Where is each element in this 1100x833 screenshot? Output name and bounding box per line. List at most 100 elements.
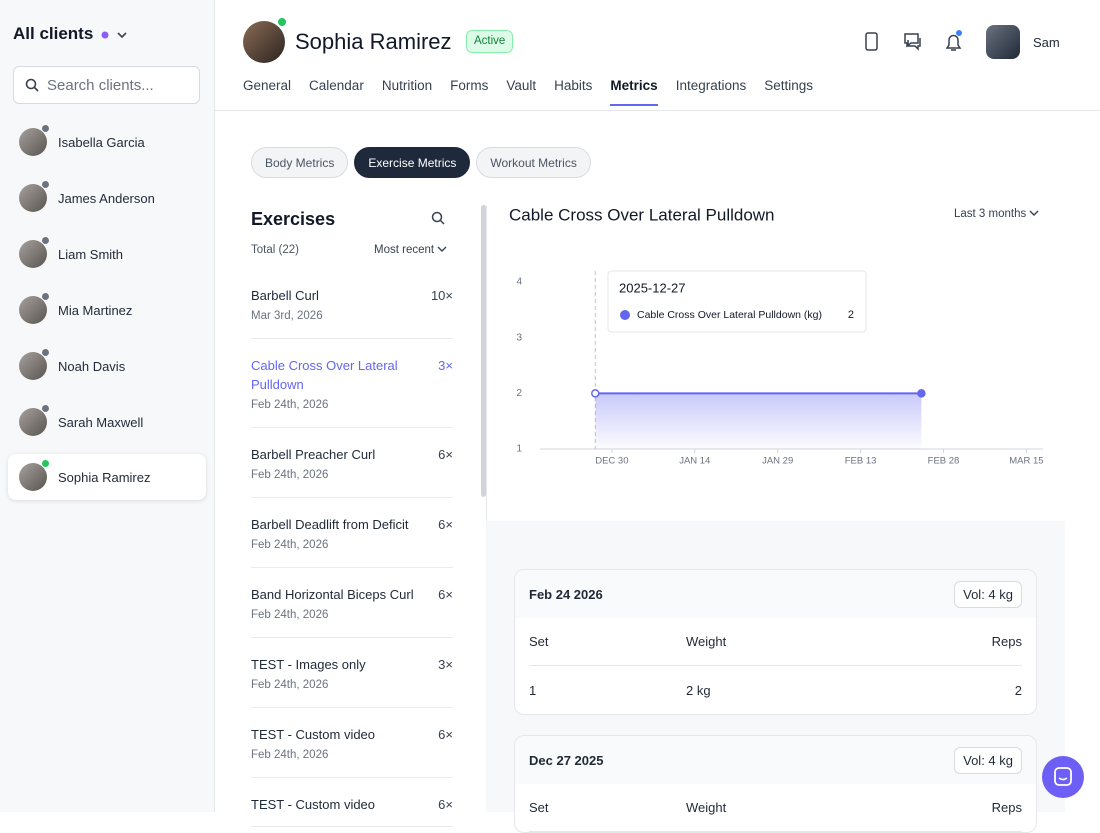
- session-date: Dec 27 2025: [529, 752, 604, 768]
- table-row: 1 2 kg 2: [529, 666, 1022, 714]
- exercise-info: TEST - Custom video Feb 24th, 2026: [251, 725, 416, 765]
- chat-launcher[interactable]: [1042, 756, 1084, 798]
- chart: Cable Cross Over Lateral Pulldown 1 2 3 4 DE…: [509, 205, 1044, 467]
- tab[interactable]: Settings: [764, 78, 814, 93]
- exercise-count: 6×: [438, 447, 453, 462]
- exercise-item[interactable]: TEST - Custom video 6×: [251, 778, 453, 827]
- tooltip-value: 2: [848, 309, 854, 321]
- table-cell: 2: [1014, 682, 1022, 698]
- client-name: Mia Martinez: [58, 303, 133, 318]
- exercise-item[interactable]: Barbell Curl Mar 3rd, 2026 10×: [251, 269, 453, 339]
- bell-icon[interactable]: [945, 34, 962, 51]
- status-dot: [41, 348, 50, 357]
- tab[interactable]: Metrics: [610, 78, 658, 106]
- exercise-info: Barbell Preacher Curl Feb 24th, 2026: [251, 445, 416, 485]
- tab[interactable]: Vault: [506, 78, 537, 93]
- exercise-date: Mar 3rd, 2026: [251, 310, 323, 322]
- column-header: Weight: [686, 800, 727, 815]
- exercise-date: Feb 24th, 2026: [251, 539, 329, 551]
- exercise-date: Feb 24th, 2026: [251, 679, 329, 691]
- exercise-count: 3×: [438, 657, 453, 672]
- exercise-item[interactable]: Band Horizontal Biceps Curl Feb 24th, 202…: [251, 568, 453, 638]
- exercise-item[interactable]: Barbell Preacher Curl Feb 24th, 2026 6×: [251, 428, 453, 498]
- tab[interactable]: General: [243, 78, 292, 93]
- exercise-date: Feb 24th, 2026: [251, 469, 329, 481]
- tab[interactable]: Calendar: [309, 78, 364, 93]
- session-list: Feb 24 2026 Vol: 4 kg Set Weight Reps 1 2 kg 2 D…: [514, 569, 1037, 833]
- exercise-item[interactable]: TEST - Images only Feb 24th, 2026 3×: [251, 638, 453, 708]
- session-header: Dec 27 2025 Vol: 4 kg: [515, 736, 1036, 784]
- exercise-item[interactable]: TEST - Custom video Feb 24th, 2026 6×: [251, 708, 453, 778]
- client-item[interactable]: Isabella Garcia: [8, 114, 206, 170]
- exercise-name: Barbell Deadlift from Deficit: [251, 517, 409, 532]
- x-tick-label: JAN 14: [679, 456, 710, 467]
- client-name: Noah Davis: [58, 359, 126, 374]
- x-tick-label: JAN 29: [762, 456, 793, 467]
- client-item[interactable]: Noah Davis: [8, 338, 206, 394]
- user-name: Sam: [1033, 35, 1060, 50]
- client-filter[interactable]: All clients: [13, 24, 128, 44]
- filter-icons: [101, 31, 127, 39]
- session-header: Feb 24 2026 Vol: 4 kg: [515, 570, 1036, 618]
- x-tick-label: MAR 15: [1009, 456, 1043, 467]
- client-name: Sophia Ramirez: [58, 470, 151, 485]
- client-item[interactable]: Sarah Maxwell: [8, 394, 206, 450]
- exercises-total: Total (22): [251, 244, 299, 256]
- point: [917, 389, 926, 398]
- session-date: Feb 24 2026: [529, 586, 603, 602]
- search-icon: [25, 78, 39, 92]
- status-dot: [41, 292, 50, 301]
- point: [591, 389, 600, 398]
- column-header: Reps: [991, 634, 1022, 649]
- exercise-name: Barbell Preacher Curl: [251, 447, 376, 462]
- metric-tab[interactable]: Workout Metrics: [476, 147, 591, 178]
- table-header: Set Weight Reps: [529, 618, 1022, 666]
- legend-swatch: [620, 310, 630, 320]
- exercise-info: Barbell Deadlift from Deficit Feb 24th, 2…: [251, 515, 416, 555]
- divider: [215, 110, 1100, 111]
- user-avatar[interactable]: [986, 25, 1020, 59]
- sort-select[interactable]: Most recent: [374, 244, 447, 256]
- tab[interactable]: Forms: [450, 78, 489, 93]
- client-item[interactable]: Sophia Ramirez: [8, 454, 206, 500]
- client-item[interactable]: Mia Martinez: [8, 282, 206, 338]
- exercise-name: Cable Cross Over Lateral Pulldown: [251, 358, 398, 392]
- exercise-name: Band Horizontal Biceps Curl: [251, 587, 414, 602]
- tab[interactable]: Nutrition: [381, 78, 433, 93]
- metric-tab[interactable]: Body Metrics: [251, 147, 349, 178]
- tooltip: [607, 270, 867, 333]
- client-avatar: [19, 296, 47, 324]
- exercise-item[interactable]: Cable Cross Over Lateral Pulldown Feb 24t…: [251, 339, 453, 428]
- metric-tab[interactable]: Exercise Metrics: [354, 147, 471, 178]
- client-name: Liam Smith: [58, 247, 124, 262]
- tab[interactable]: Integrations: [675, 78, 747, 93]
- exercise-count: 3×: [438, 358, 453, 373]
- client-avatar: [243, 21, 285, 63]
- exercise-info: Cable Cross Over Lateral Pulldown Feb 24t…: [251, 356, 416, 415]
- status-badge: Active: [466, 30, 514, 53]
- exercise-search[interactable]: [431, 211, 445, 225]
- x-tick-label: FEB 28: [928, 456, 960, 467]
- exercises-title: Exercises: [251, 209, 336, 229]
- exercise-name: Barbell Curl: [251, 288, 319, 303]
- exercise-date: Feb 24th, 2026: [251, 749, 329, 761]
- chart-title: Cable Cross Over Lateral Pulldown: [509, 205, 775, 224]
- exercise-date: Feb 24th, 2026: [251, 399, 329, 411]
- tab[interactable]: Habits: [554, 78, 593, 93]
- phone-icon[interactable]: [865, 32, 878, 51]
- client-name: Sophia Ramirez: [295, 29, 452, 54]
- search-box[interactable]: Search clients...: [13, 66, 200, 104]
- range-select[interactable]: Last 3 months: [954, 208, 1039, 220]
- table-cell: 2 kg: [686, 682, 711, 698]
- session-volume: Vol: 4 kg: [954, 746, 1022, 774]
- column-header: Reps: [991, 800, 1022, 815]
- client-avatar: [19, 352, 47, 380]
- client-item[interactable]: Liam Smith: [8, 226, 206, 282]
- sidebar: All clients Search clients... Isabella G…: [0, 0, 215, 812]
- exercise-count: 6×: [438, 727, 453, 742]
- column-header: Set: [529, 800, 549, 815]
- exercise-item[interactable]: Barbell Deadlift from Deficit Feb 24th, 2…: [251, 498, 453, 568]
- client-item[interactable]: James Anderson: [8, 170, 206, 226]
- chat-icon[interactable]: [904, 33, 921, 51]
